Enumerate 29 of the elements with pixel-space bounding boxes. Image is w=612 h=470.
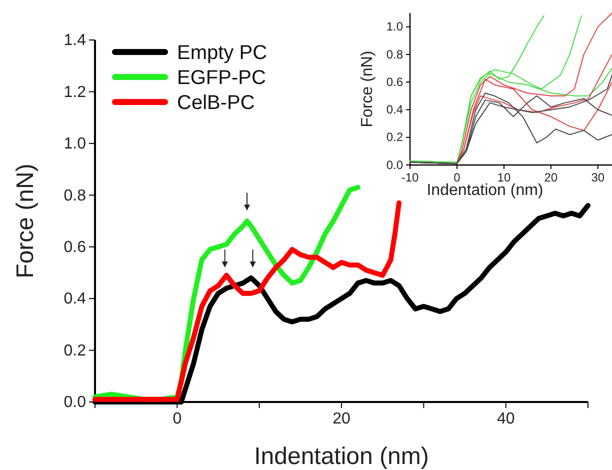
legend-label: EGFP-PC bbox=[177, 67, 266, 89]
y-tick-label: 0.0 bbox=[64, 394, 86, 412]
y-tick-label: 0.8 bbox=[386, 47, 404, 62]
x-tick-label: 30 bbox=[591, 170, 605, 185]
y-tick-label: 0.4 bbox=[64, 290, 86, 308]
y-tick-label: 1.2 bbox=[64, 84, 86, 101]
y-tick-label: 0.2 bbox=[386, 130, 404, 144]
y-tick-label: 0.8 bbox=[64, 187, 86, 204]
x-axis-title: Indentation (nm) bbox=[426, 182, 544, 199]
x-tick-label: 40 bbox=[496, 410, 515, 428]
x-tick-label: 20 bbox=[544, 170, 558, 185]
x-tick-label: -10 bbox=[401, 170, 419, 185]
x-tick-label: 0 bbox=[454, 170, 461, 185]
x-tick-label: 10 bbox=[497, 170, 511, 185]
x-tick-label: 20 bbox=[332, 410, 350, 428]
y-tick-label: 0.6 bbox=[64, 238, 86, 256]
y-tick-label: 1.0 bbox=[64, 136, 86, 153]
y-tick-label: 0.4 bbox=[386, 102, 404, 117]
y-tick-label: 0.2 bbox=[64, 342, 86, 360]
y-tick-label: 0.6 bbox=[386, 74, 404, 89]
x-axis-title: Indentation (nm) bbox=[254, 443, 429, 470]
x-tick-label: 0 bbox=[172, 410, 182, 428]
y-axis-title: Force (nN) bbox=[12, 164, 39, 278]
y-axis-title: Force (nN) bbox=[359, 50, 376, 128]
legend-label: Empty PC bbox=[177, 42, 268, 64]
y-tick-label: 0.0 bbox=[386, 158, 404, 172]
y-tick-label: 1.0 bbox=[386, 20, 404, 34]
legend-label: CelB-PC bbox=[177, 92, 255, 114]
y-tick-label: 1.4 bbox=[64, 32, 86, 50]
